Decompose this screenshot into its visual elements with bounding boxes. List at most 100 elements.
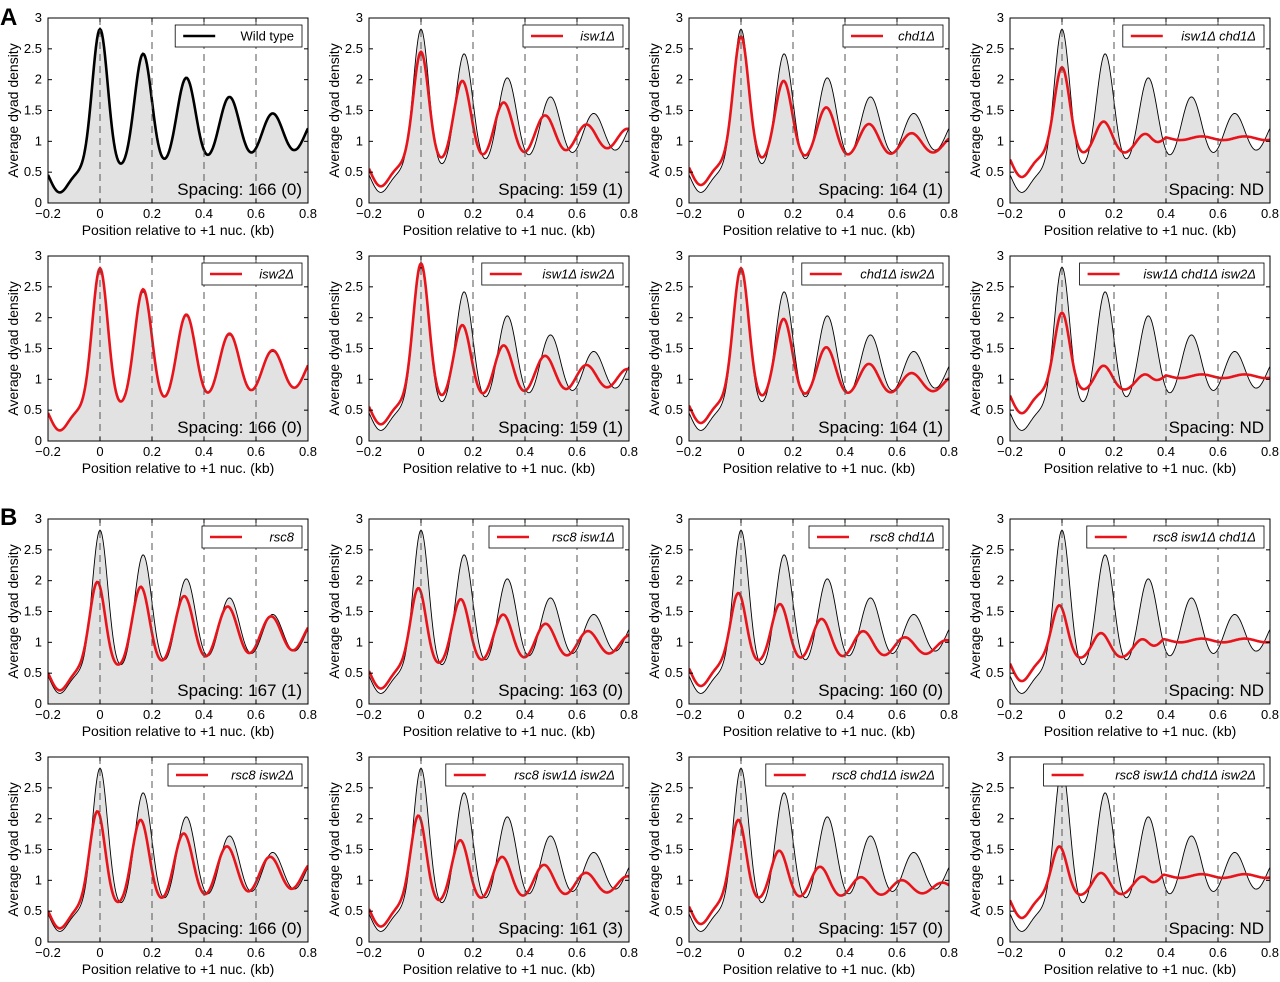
plot-area bbox=[48, 27, 308, 203]
x-tick-label: −0.2 bbox=[356, 206, 382, 221]
y-tick-label: 0.5 bbox=[24, 903, 42, 918]
y-axis-label: Average dyad density bbox=[646, 544, 662, 678]
y-tick-label: 0 bbox=[997, 433, 1004, 448]
reference-fill bbox=[1010, 530, 1270, 704]
spacing-label: Spacing: 159 (1) bbox=[498, 180, 623, 199]
y-tick-label: 2 bbox=[997, 72, 1004, 87]
y-tick-label: 0.5 bbox=[345, 903, 363, 918]
y-axis-label: Average dyad density bbox=[646, 782, 662, 916]
y-tick-label: 1 bbox=[676, 634, 683, 649]
reference-fill bbox=[48, 29, 308, 203]
y-tick-label: 1.5 bbox=[986, 103, 1004, 118]
x-tick-label: 0.2 bbox=[464, 707, 482, 722]
reference-fill bbox=[369, 29, 629, 203]
y-tick-label: 1.5 bbox=[986, 604, 1004, 619]
y-tick-label: 1 bbox=[356, 634, 363, 649]
x-tick-label: 0.2 bbox=[464, 444, 482, 459]
y-tick-label: 0 bbox=[676, 195, 683, 210]
legend-box bbox=[1043, 763, 1265, 787]
y-tick-label: 2 bbox=[356, 573, 363, 588]
reference-fill bbox=[1010, 267, 1270, 441]
x-tick-label: 0.6 bbox=[568, 707, 586, 722]
x-tick-label: 0.4 bbox=[1157, 206, 1175, 221]
y-tick-label: 2 bbox=[35, 310, 42, 325]
plot-area bbox=[48, 529, 308, 704]
plot-area bbox=[689, 529, 949, 704]
y-tick-label: 0 bbox=[356, 433, 363, 448]
x-tick-label: −0.2 bbox=[997, 707, 1023, 722]
y-axis-label: Average dyad density bbox=[5, 43, 21, 177]
y-tick-label: 2.5 bbox=[665, 279, 683, 294]
reference-fill bbox=[48, 768, 308, 942]
legend-label: rsc8 isw1Δ isw2Δ bbox=[514, 768, 615, 783]
x-tick-label: 0.8 bbox=[299, 206, 317, 221]
series-line bbox=[689, 34, 949, 187]
series-line bbox=[369, 586, 629, 690]
spacing-label: Spacing: 161 (3) bbox=[498, 919, 623, 938]
x-tick-label: 0.8 bbox=[299, 945, 317, 960]
series-line bbox=[48, 580, 308, 692]
x-tick-label: 0.6 bbox=[1209, 945, 1227, 960]
x-tick-label: 0.6 bbox=[568, 945, 586, 960]
y-tick-label: 3 bbox=[356, 248, 363, 263]
x-tick-label: 0 bbox=[737, 206, 744, 221]
y-tick-label: 3 bbox=[997, 248, 1004, 263]
x-axis-label: Position relative to +1 nuc. (kb) bbox=[82, 222, 275, 238]
x-tick-label: 0.6 bbox=[568, 206, 586, 221]
x-axis-label: Position relative to +1 nuc. (kb) bbox=[1044, 460, 1237, 476]
x-tick-label: 0.4 bbox=[1157, 444, 1175, 459]
y-tick-label: 2 bbox=[997, 573, 1004, 588]
x-tick-label: 0.6 bbox=[247, 707, 265, 722]
x-tick-label: 0.4 bbox=[516, 444, 534, 459]
x-tick-label: −0.2 bbox=[997, 945, 1023, 960]
x-tick-label: −0.2 bbox=[356, 945, 382, 960]
legend-label: chd1Δ isw2Δ bbox=[860, 267, 935, 282]
y-tick-label: 0 bbox=[676, 696, 683, 711]
x-tick-label: −0.2 bbox=[35, 945, 61, 960]
legend-label: rsc8 isw1Δ chd1Δ isw2Δ bbox=[1115, 768, 1256, 783]
x-tick-label: 0.8 bbox=[620, 206, 638, 221]
reference-fill bbox=[1010, 29, 1270, 203]
y-tick-label: 1.5 bbox=[24, 103, 42, 118]
legend-label: isw1Δ chd1Δ bbox=[1181, 29, 1256, 44]
spacing-label: Spacing: ND bbox=[1169, 681, 1264, 700]
y-tick-label: 2.5 bbox=[345, 780, 363, 795]
series-line bbox=[1010, 65, 1270, 179]
x-tick-label: 0.2 bbox=[1105, 444, 1123, 459]
x-tick-label: 0.8 bbox=[299, 707, 317, 722]
x-axis-label: Position relative to +1 nuc. (kb) bbox=[723, 961, 916, 977]
reference-fill bbox=[689, 29, 949, 203]
y-tick-label: 1 bbox=[676, 872, 683, 887]
x-tick-label: 0.6 bbox=[247, 945, 265, 960]
legend-label: isw2Δ bbox=[259, 267, 294, 282]
x-tick-label: 0.4 bbox=[836, 707, 854, 722]
x-tick-label: 0.8 bbox=[940, 707, 958, 722]
spacing-label: Spacing: 163 (0) bbox=[498, 681, 623, 700]
x-tick-label: 0.8 bbox=[940, 444, 958, 459]
panel-label-a: A bbox=[0, 4, 17, 31]
series-line bbox=[689, 591, 949, 688]
y-tick-label: 2.5 bbox=[986, 279, 1004, 294]
y-tick-label: 0 bbox=[35, 934, 42, 949]
x-tick-label: 0.6 bbox=[1209, 444, 1227, 459]
y-tick-label: 2 bbox=[676, 573, 683, 588]
y-tick-label: 2.5 bbox=[345, 41, 363, 56]
y-tick-label: 0.5 bbox=[24, 402, 42, 417]
y-axis-label: Average dyad density bbox=[967, 544, 983, 678]
series-line bbox=[689, 818, 949, 926]
legend-box bbox=[201, 262, 303, 286]
y-tick-label: 1.5 bbox=[665, 842, 683, 857]
y-tick-label: 0 bbox=[997, 934, 1004, 949]
x-axis-label: Position relative to +1 nuc. (kb) bbox=[82, 723, 275, 739]
x-tick-label: 0.8 bbox=[1261, 707, 1279, 722]
y-tick-label: 0.5 bbox=[345, 665, 363, 680]
y-tick-label: 3 bbox=[356, 10, 363, 25]
x-tick-label: 0 bbox=[96, 444, 103, 459]
spacing-label: Spacing: 166 (0) bbox=[177, 418, 302, 437]
legend-label: rsc8 isw2Δ bbox=[231, 768, 294, 783]
